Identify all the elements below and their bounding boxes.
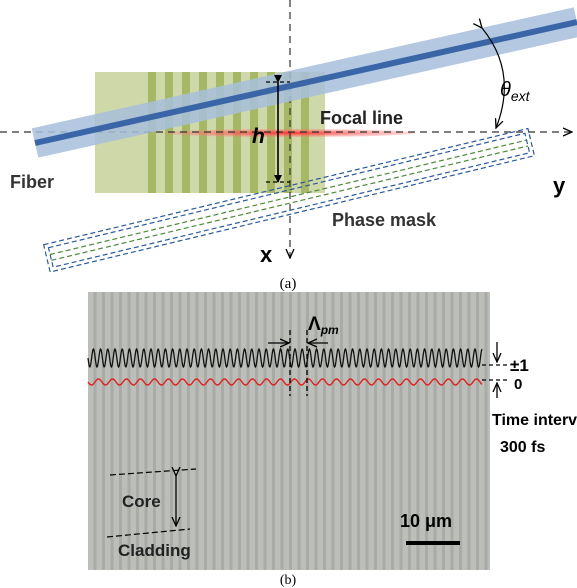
core-label: Core bbox=[122, 492, 161, 511]
theta-symbol: θ bbox=[500, 79, 511, 101]
page: {"panel_a": {"theta": "θ", "theta_sub": … bbox=[0, 0, 577, 588]
theta-label: θext bbox=[500, 79, 531, 104]
theta-subscript: ext bbox=[511, 88, 531, 104]
panel-b: Λpm ±1 0 Time interval 300 fs Core Cladd… bbox=[88, 292, 577, 588]
time-interval-label: Time interval bbox=[492, 412, 577, 429]
phase-mask-label: Phase mask bbox=[332, 210, 437, 230]
lambda-symbol: Λ bbox=[308, 314, 321, 335]
y-axis-label: y bbox=[553, 173, 566, 198]
panel-a: θext h Focal line Fiber y Phase mask x (… bbox=[0, 0, 577, 292]
focal-line-label: Focal line bbox=[320, 108, 403, 128]
caption-a: (a) bbox=[280, 276, 297, 292]
cladding-label: Cladding bbox=[118, 541, 191, 560]
caption-b: (b) bbox=[280, 573, 297, 588]
h-label: h bbox=[252, 125, 265, 148]
lambda-subscript: pm bbox=[320, 323, 339, 337]
time-value-label: 300 fs bbox=[500, 439, 545, 456]
figure: θext h Focal line Fiber y Phase mask x (… bbox=[0, 0, 577, 588]
order-pm-label: ±1 bbox=[510, 356, 529, 375]
fiber-label: Fiber bbox=[10, 172, 54, 192]
scale-bar-label: 10 μm bbox=[400, 511, 452, 531]
x-axis-label: x bbox=[260, 242, 273, 267]
order-zero-label: 0 bbox=[514, 376, 522, 393]
